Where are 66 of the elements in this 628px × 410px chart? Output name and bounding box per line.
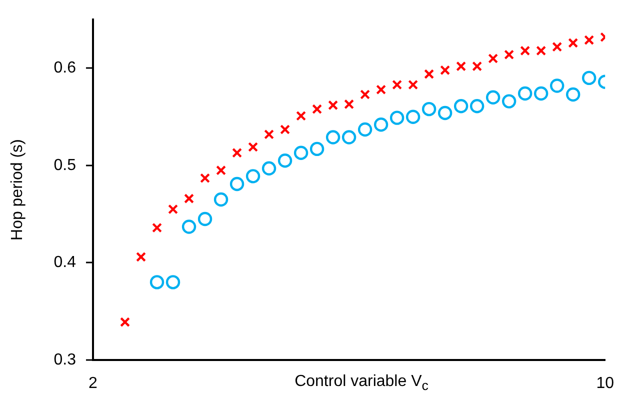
- point: [472, 61, 482, 72]
- point: [390, 110, 404, 125]
- point: [552, 42, 562, 52]
- point: [456, 61, 466, 72]
- point: [408, 80, 418, 90]
- point: [504, 50, 514, 60]
- point: [358, 122, 372, 137]
- point: [422, 102, 436, 116]
- point: [182, 220, 196, 234]
- point: [310, 142, 324, 156]
- x-tick-label: 10: [596, 375, 614, 392]
- point: [584, 35, 594, 46]
- point: [200, 173, 210, 184]
- point: [520, 46, 530, 56]
- point: [262, 161, 276, 176]
- point: [470, 99, 484, 114]
- point: [440, 65, 450, 76]
- point: [534, 86, 548, 101]
- point: [230, 176, 244, 192]
- y-tick-label: 0.4: [54, 254, 76, 272]
- point: [136, 252, 146, 262]
- point: [232, 148, 242, 158]
- y-tick-label: 0.6: [54, 60, 76, 77]
- point: [536, 46, 546, 56]
- point: [550, 78, 564, 93]
- point: [198, 212, 212, 226]
- point: [502, 94, 516, 108]
- point: [342, 130, 356, 144]
- y-axis-title: Hop period (s): [9, 139, 26, 240]
- point: [150, 275, 164, 290]
- point: [280, 124, 290, 134]
- point: [392, 80, 402, 90]
- point: [374, 118, 388, 132]
- point: [214, 192, 228, 207]
- y-tick-label: 0.3: [54, 351, 76, 368]
- point: [326, 130, 340, 144]
- x-tick-label: 2: [88, 375, 98, 392]
- point: [438, 106, 452, 120]
- point: [488, 54, 498, 64]
- point: [566, 87, 580, 102]
- point: [278, 154, 292, 168]
- point: [360, 90, 370, 100]
- point: [454, 99, 468, 114]
- point: [248, 142, 258, 152]
- point: [518, 86, 532, 101]
- point: [344, 99, 354, 110]
- point: [296, 110, 306, 121]
- point: [312, 104, 322, 114]
- y-tick-label: 0.5: [54, 156, 76, 174]
- point: [424, 69, 434, 80]
- point: [166, 275, 180, 290]
- point: [294, 146, 308, 160]
- point: [216, 165, 226, 176]
- point: [568, 38, 578, 48]
- x-axis-title: Control variable V$_{c}$: [294, 373, 428, 394]
- point: [184, 194, 194, 204]
- point: [328, 100, 338, 110]
- point: [406, 110, 420, 124]
- point: [120, 317, 130, 328]
- point: [246, 169, 260, 184]
- point: [582, 70, 596, 86]
- point: [152, 222, 162, 233]
- point: [376, 84, 386, 95]
- point: [168, 204, 178, 214]
- point: [264, 129, 274, 140]
- point: [486, 90, 500, 105]
